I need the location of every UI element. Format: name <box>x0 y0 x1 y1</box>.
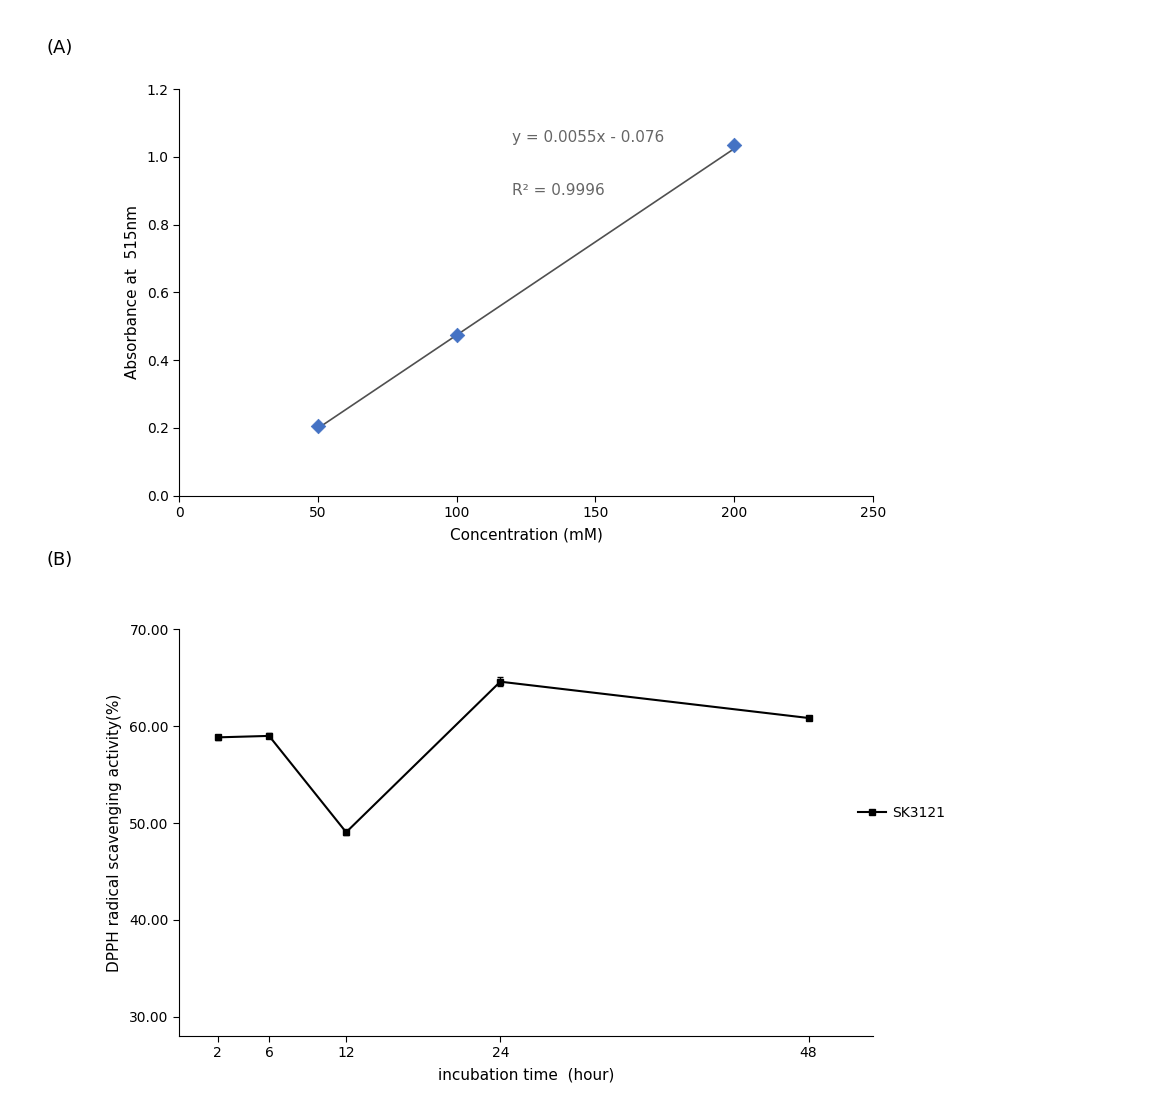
Point <box>725 136 743 154</box>
Legend: SK3121: SK3121 <box>852 801 951 825</box>
Text: (B): (B) <box>46 551 73 569</box>
Y-axis label: DPPH radical scavenging activity(%): DPPH radical scavenging activity(%) <box>108 694 123 971</box>
Text: y = 0.0055x - 0.076: y = 0.0055x - 0.076 <box>512 129 665 145</box>
X-axis label: Concentration (mM): Concentration (mM) <box>450 527 602 543</box>
Point <box>447 326 466 344</box>
X-axis label: incubation time  (hour): incubation time (hour) <box>438 1067 614 1083</box>
Text: R² = 0.9996: R² = 0.9996 <box>512 183 605 197</box>
Text: (A): (A) <box>46 39 73 57</box>
Y-axis label: Absorbance at  515nm: Absorbance at 515nm <box>125 205 140 380</box>
Point <box>309 417 327 434</box>
